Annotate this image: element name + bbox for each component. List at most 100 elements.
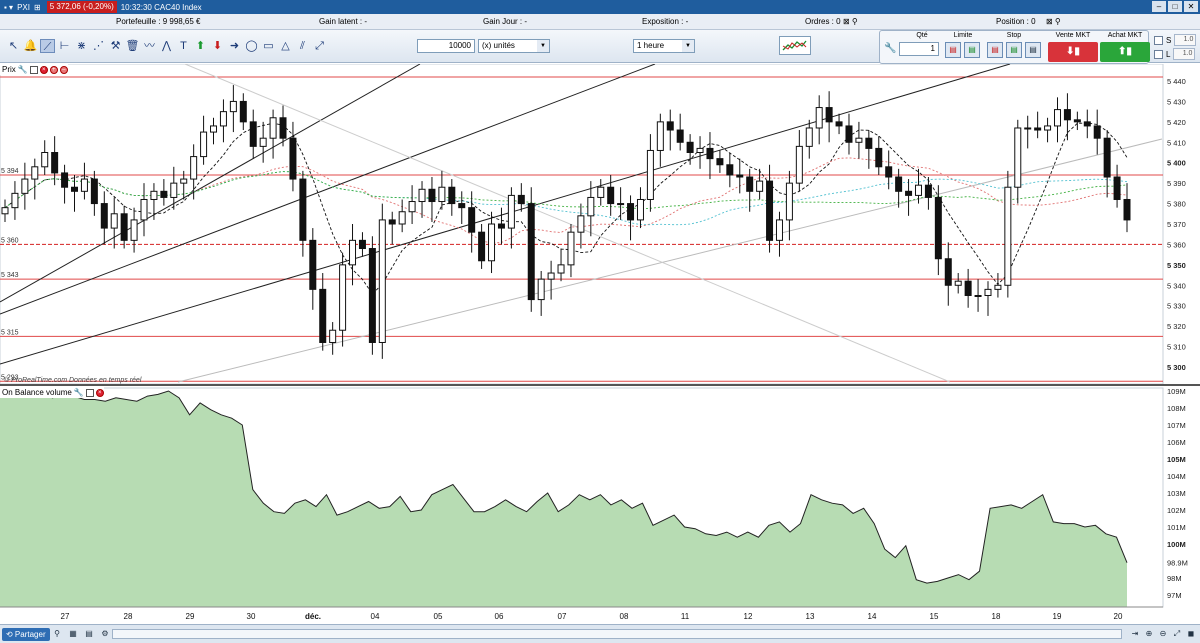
- x-tick-label: 27: [61, 612, 70, 621]
- stop-sell-button[interactable]: ▤: [987, 42, 1003, 58]
- candle-body: [676, 129, 684, 143]
- candle-body: [100, 203, 108, 229]
- order-qty-input[interactable]: 1: [899, 42, 939, 56]
- zoom-in-icon[interactable]: ⊕: [1145, 629, 1153, 638]
- unit-select[interactable]: (x) unités ▼: [478, 39, 550, 53]
- right-arrow-icon[interactable]: ➜: [229, 40, 240, 52]
- menu-icon[interactable]: ▪ ▾: [4, 2, 14, 12]
- settings-icon[interactable]: ⚙: [101, 629, 109, 638]
- candle: [1093, 109, 1101, 155]
- up-arrow-icon[interactable]: ⬆: [195, 40, 206, 52]
- down-arrow-icon[interactable]: ⬇: [212, 40, 223, 52]
- candle-body: [438, 186, 446, 203]
- bell-icon[interactable]: 🔔: [23, 40, 38, 52]
- maximize-icon[interactable]: □: [1168, 1, 1182, 12]
- candle-body: [577, 215, 585, 233]
- candle-body: [259, 137, 267, 147]
- fibonacci-icon[interactable]: ⋇: [76, 40, 87, 52]
- l-checkbox[interactable]: [1154, 49, 1163, 59]
- buy-market-button[interactable]: ⬆▮: [1100, 42, 1150, 62]
- candle: [21, 162, 29, 210]
- minimize-icon[interactable]: –: [1152, 1, 1166, 12]
- wave-icon[interactable]: 〰: [144, 40, 155, 52]
- period-select[interactable]: 1 heure ▼: [633, 39, 695, 53]
- s-row: S 1.0: [1154, 34, 1197, 46]
- limit-sell-button[interactable]: ▤: [945, 42, 961, 58]
- s-checkbox[interactable]: [1154, 35, 1163, 45]
- fit-icon[interactable]: ⤢: [1173, 629, 1181, 638]
- grid-icon[interactable]: ▦: [69, 629, 77, 638]
- camera-icon[interactable]: ◼: [1187, 629, 1195, 638]
- triangle-icon[interactable]: △: [281, 40, 290, 52]
- x-tick-label: 19: [1053, 612, 1062, 621]
- channel-icon[interactable]: ⫽: [300, 40, 305, 52]
- hammer-icon[interactable]: ⚒: [110, 40, 121, 52]
- zoom-out-icon[interactable]: ⊖: [1159, 629, 1167, 638]
- close-icon[interactable]: ×: [39, 65, 48, 74]
- candle: [785, 170, 793, 241]
- s-value-input[interactable]: 1.0: [1174, 34, 1197, 46]
- chevron-down-icon[interactable]: ▼: [537, 40, 549, 52]
- candle-body: [1063, 109, 1071, 121]
- candle: [1103, 130, 1111, 198]
- layout-icon[interactable]: ▤: [85, 629, 93, 638]
- position-count[interactable]: Position : 0: [996, 17, 1036, 26]
- close-icon[interactable]: ✕: [1184, 1, 1198, 12]
- candle-body: [1113, 176, 1121, 200]
- pin-icon[interactable]: ⊞: [33, 2, 41, 12]
- rectangle-icon[interactable]: ▭: [263, 40, 274, 52]
- price-tick-label: 5 400: [1167, 159, 1186, 168]
- horizontal-line-icon[interactable]: ⊢: [59, 40, 70, 52]
- chevron-down-icon[interactable]: ▼: [682, 40, 694, 52]
- trendline-icon[interactable]: ⟋: [40, 39, 55, 53]
- limit-buy-button[interactable]: ▤: [964, 42, 980, 58]
- ellipse-icon[interactable]: ◯: [245, 40, 258, 52]
- unit-select-value: (x) unités: [482, 41, 515, 50]
- position-icons[interactable]: ⊠ ⚲: [1046, 17, 1061, 26]
- measure-icon[interactable]: ⤢: [315, 40, 324, 52]
- candle-body: [229, 100, 237, 113]
- quantity-input[interactable]: 10000: [417, 39, 475, 53]
- candle-body: [617, 203, 625, 206]
- chart-type-button[interactable]: [779, 36, 811, 55]
- l-value-input[interactable]: 1.0: [1173, 48, 1196, 60]
- obv-area: [0, 390, 1128, 607]
- remove-indicator-icon[interactable]: –: [59, 65, 68, 74]
- sell-market-button[interactable]: ⬇▮: [1048, 42, 1098, 62]
- pattern-icon[interactable]: ⋀: [161, 40, 172, 52]
- scroll-end-icon[interactable]: ⇥: [1131, 629, 1139, 638]
- price-trendlines: [0, 64, 1163, 383]
- stop-options-button[interactable]: ▤: [1025, 42, 1041, 58]
- candle: [1014, 119, 1022, 204]
- candle: [746, 168, 754, 212]
- wrench-icon[interactable]: 🔧: [17, 65, 28, 74]
- pointer-icon[interactable]: ↖: [8, 40, 19, 52]
- stop-label: Stop: [1006, 32, 1022, 39]
- text-icon[interactable]: T: [180, 40, 187, 52]
- obv-tick-label: 106M: [1167, 438, 1186, 447]
- orders-count[interactable]: Ordres : 0: [805, 17, 841, 26]
- candle-body: [795, 145, 803, 184]
- chart-area[interactable]: 5 394 5 360 5 343 5 315 5 293 5 440 5 430 5 42…: [0, 64, 1200, 624]
- candle-body: [954, 280, 962, 286]
- trash-icon[interactable]: 🗑: [125, 40, 140, 52]
- candle-body: [219, 111, 227, 127]
- candle: [914, 168, 922, 204]
- price-tick-label: 5 300: [1167, 363, 1186, 372]
- close-icon[interactable]: ×: [95, 388, 104, 397]
- horizontal-scrollbar[interactable]: [112, 629, 1122, 639]
- candle: [120, 205, 128, 249]
- window-icon[interactable]: [85, 388, 94, 397]
- window-icon[interactable]: [29, 65, 38, 74]
- orders-icons[interactable]: ⊠ ⚲: [843, 17, 858, 26]
- fan-icon[interactable]: ⋰: [93, 40, 104, 52]
- title-menu-label[interactable]: PXI: [17, 2, 30, 12]
- price-tick-label: 5 310: [1167, 343, 1186, 352]
- candle: [239, 93, 247, 131]
- add-indicator-icon[interactable]: +: [49, 65, 58, 74]
- zoom-icon[interactable]: ⚲: [54, 629, 60, 638]
- wrench-icon[interactable]: 🔧: [884, 43, 897, 54]
- wrench-icon[interactable]: 🔧: [73, 388, 84, 397]
- share-button[interactable]: ⟲ Partager: [2, 628, 50, 641]
- stop-buy-button[interactable]: ▤: [1006, 42, 1022, 58]
